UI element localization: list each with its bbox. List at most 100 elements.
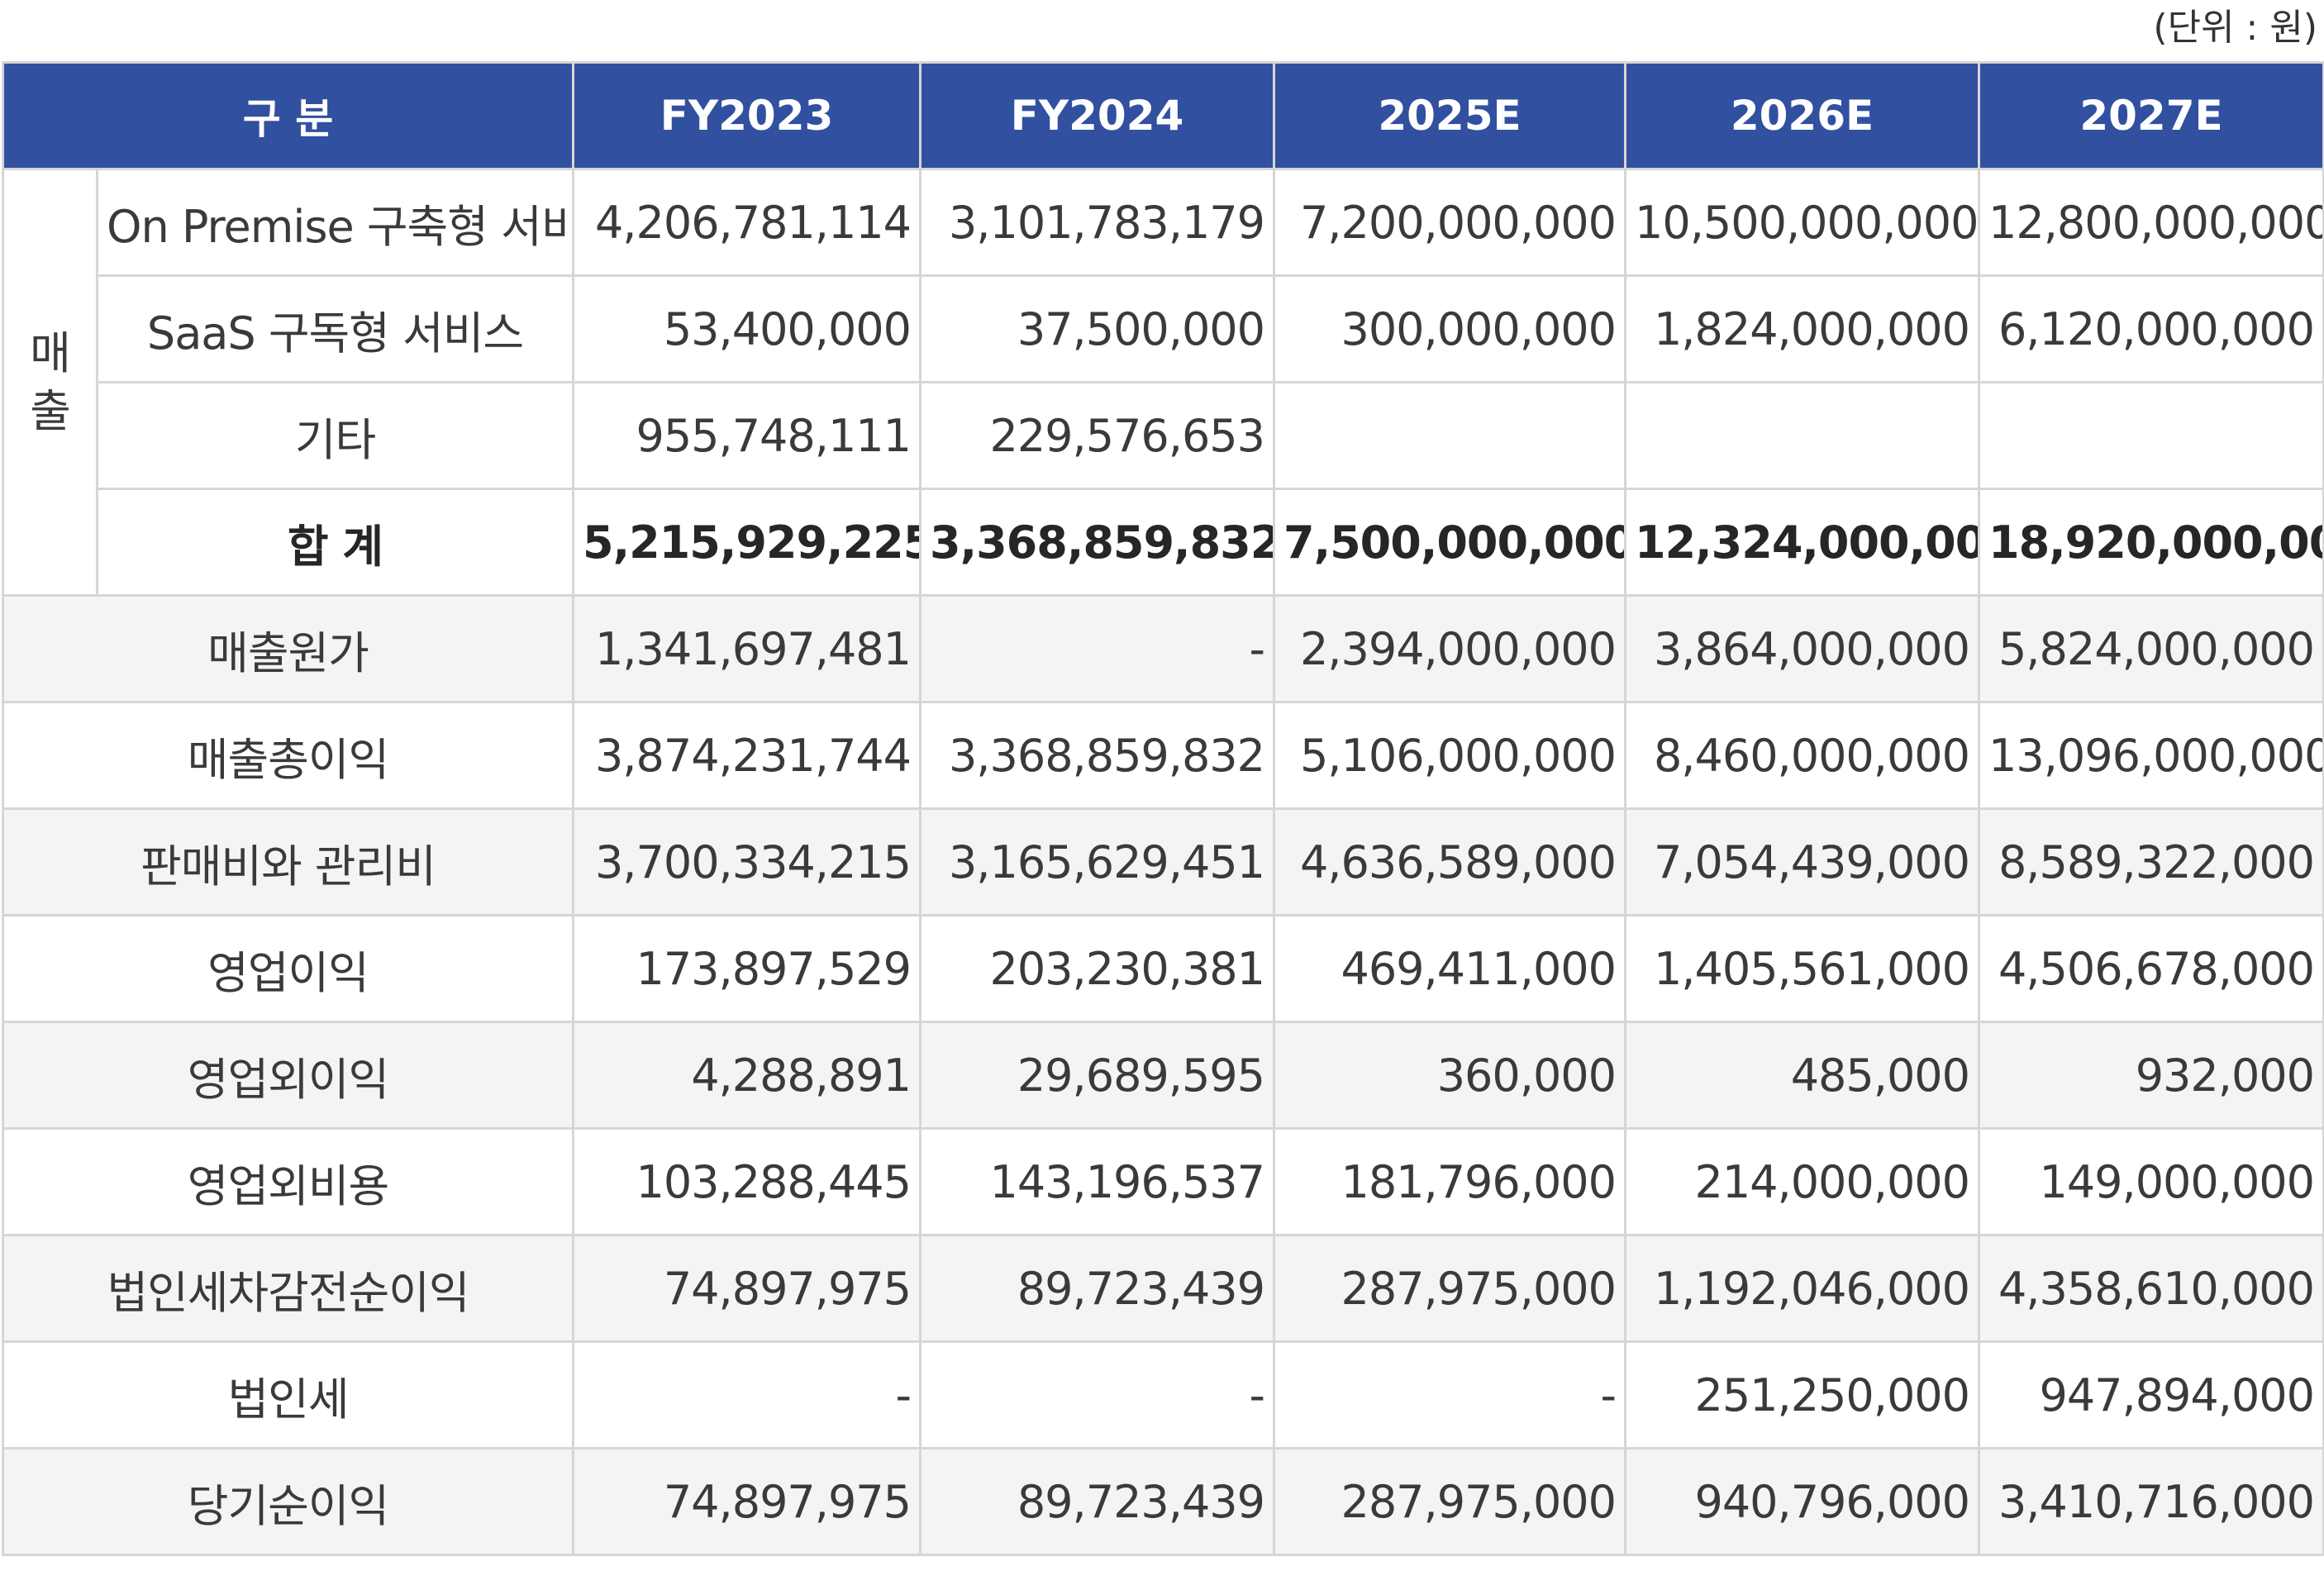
cell-value: 229,576,653 [919, 381, 1276, 490]
header-year: 2027E [1978, 61, 2324, 170]
cell-value: 1,405,561,000 [1624, 914, 1981, 1023]
table-row: 매출원가 1,341,697,481 - 2,394,000,000 3,864… [1, 594, 2324, 703]
cell-value: 1,192,046,000 [1624, 1234, 1981, 1343]
cell-value: 932,000 [1978, 1021, 2324, 1130]
cell-value: 469,411,000 [1273, 914, 1627, 1023]
cell-value [1978, 381, 2324, 490]
cell-value: 1,341,697,481 [572, 594, 922, 703]
cell-value: 103,288,445 [572, 1127, 922, 1236]
row-label: 법인세 [1, 1340, 575, 1450]
cell-value: 74,897,975 [572, 1447, 922, 1556]
cell-value: 3,864,000,000 [1624, 594, 1981, 703]
table-row: 매출총이익 3,874,231,744 3,368,859,832 5,106,… [1, 701, 2324, 810]
header-year: FY2023 [572, 61, 922, 170]
cell-value: 3,165,629,451 [919, 807, 1276, 916]
cell-value: 6,120,000,000 [1978, 274, 2324, 383]
cell-value: 287,975,000 [1273, 1234, 1627, 1343]
row-label: 법인세차감전순이익 [1, 1234, 575, 1343]
table-row: 기타 955,748,111 229,576,653 [3, 381, 2324, 490]
revenue-group-label: 매 출 [2, 168, 98, 597]
cell-value: 360,000 [1273, 1021, 1627, 1130]
header-year: FY2024 [919, 61, 1276, 170]
cell-value: - [919, 594, 1276, 703]
cell-value: 947,894,000 [1978, 1340, 2324, 1450]
cell-value: - [919, 1340, 1276, 1450]
cell-value: 2,394,000,000 [1273, 594, 1627, 703]
cell-value: 12,800,000,000 [1978, 168, 2324, 277]
header-row: 구 분 FY2023 FY2024 2025E 2026E 2027E [1, 61, 2324, 170]
header-year: 2025E [1273, 61, 1627, 170]
row-label: 합 계 [95, 488, 575, 597]
table-row: 영업외비용 103,288,445 143,196,537 181,796,00… [1, 1127, 2324, 1236]
cell-value: 3,874,231,744 [572, 701, 922, 810]
cell-value: 89,723,439 [919, 1234, 1276, 1343]
cell-value: 3,368,859,832 [919, 488, 1276, 597]
cell-value: 1,824,000,000 [1624, 274, 1981, 383]
cell-value: 3,101,783,179 [919, 168, 1276, 277]
cell-value: 251,250,000 [1624, 1340, 1981, 1450]
cell-value: 300,000,000 [1273, 274, 1627, 383]
table-row: 당기순이익 74,897,975 89,723,439 287,975,000 … [1, 1447, 2324, 1556]
cell-value: 12,324,000,000 [1624, 488, 1981, 597]
header-year: 2026E [1624, 61, 1981, 170]
cell-value: 3,700,334,215 [572, 807, 922, 916]
cell-value [1273, 381, 1627, 490]
table-row: 법인세차감전순이익 74,897,975 89,723,439 287,975,… [1, 1234, 2324, 1343]
row-label: SaaS 구독형 서비스 [95, 274, 575, 383]
unit-note: (단위 : 원) [2153, 7, 2317, 49]
cell-value: 29,689,595 [919, 1021, 1276, 1130]
cell-value: - [1273, 1340, 1627, 1450]
cell-value [1624, 381, 1981, 490]
cell-value: 13,096,000,000 [1978, 701, 2324, 810]
row-label: 판매비와 관리비 [1, 807, 575, 916]
cell-value: 89,723,439 [919, 1447, 1276, 1556]
cell-value: 37,500,000 [919, 274, 1276, 383]
cell-value: 10,500,000,000 [1624, 168, 1981, 277]
revenue-group-label-line: 출 [30, 384, 71, 437]
cell-value: 7,500,000,000 [1273, 488, 1627, 597]
revenue-group-label-line: 매 [30, 326, 71, 379]
cell-value: - [572, 1340, 922, 1450]
cell-value: 4,506,678,000 [1978, 914, 2324, 1023]
row-label: 매출총이익 [1, 701, 575, 810]
cell-value: 173,897,529 [572, 914, 922, 1023]
cell-value: 3,410,716,000 [1978, 1447, 2324, 1556]
cell-value: 7,200,000,000 [1273, 168, 1627, 277]
cell-value: 3,368,859,832 [919, 701, 1276, 810]
cell-value: 181,796,000 [1273, 1127, 1627, 1236]
row-label: 영업외비용 [1, 1127, 575, 1236]
table-row: 영업외이익 4,288,891 29,689,595 360,000 485,0… [1, 1021, 2324, 1130]
cell-value: 287,975,000 [1273, 1447, 1627, 1556]
cell-value: 4,288,891 [572, 1021, 922, 1130]
row-label: 영업외이익 [1, 1021, 575, 1130]
table-row: 영업이익 173,897,529 203,230,381 469,411,000… [1, 914, 2324, 1023]
cell-value: 5,106,000,000 [1273, 701, 1627, 810]
table-row: 매 출 On Premise 구축형 서비스 4,206,781,114 3,1… [2, 168, 2324, 597]
cell-value: 143,196,537 [919, 1127, 1276, 1236]
cell-value: 4,358,610,000 [1978, 1234, 2324, 1343]
row-label: 당기순이익 [1, 1447, 575, 1556]
row-label: On Premise 구축형 서비스 [95, 168, 575, 277]
row-label: 매출원가 [1, 594, 575, 703]
cell-value: 8,589,322,000 [1978, 807, 2324, 916]
row-label: 영업이익 [1, 914, 575, 1023]
cell-value: 5,215,929,225 [572, 488, 922, 597]
table-row: 법인세 - - - 251,250,000 947,894,000 [1, 1340, 2324, 1450]
table-row: SaaS 구독형 서비스 53,400,000 37,500,000 300,0… [3, 274, 2324, 383]
cell-value: 214,000,000 [1624, 1127, 1981, 1236]
row-label: 기타 [95, 381, 575, 490]
cell-value: 4,636,589,000 [1273, 807, 1627, 916]
cell-value: 8,460,000,000 [1624, 701, 1981, 810]
cell-value: 940,796,000 [1624, 1447, 1981, 1556]
cell-value: 955,748,111 [572, 381, 922, 490]
cell-value: 203,230,381 [919, 914, 1276, 1023]
cell-value: 74,897,975 [572, 1234, 922, 1343]
cell-value: 53,400,000 [572, 274, 922, 383]
cell-value: 7,054,439,000 [1624, 807, 1981, 916]
cell-value: 485,000 [1624, 1021, 1981, 1130]
table-row-total: 합 계 5,215,929,225 3,368,859,832 7,500,00… [3, 488, 2324, 597]
cell-value: 4,206,781,114 [572, 168, 922, 277]
table-row: 판매비와 관리비 3,700,334,215 3,165,629,451 4,6… [1, 807, 2324, 916]
cell-value: 5,824,000,000 [1978, 594, 2324, 703]
cell-value: 18,920,000,000 [1978, 488, 2324, 597]
